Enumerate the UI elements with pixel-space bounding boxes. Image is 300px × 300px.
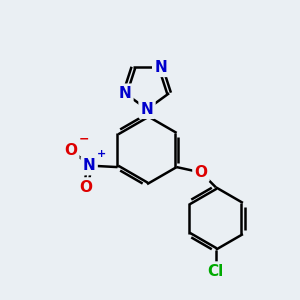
Text: O: O	[64, 142, 77, 158]
Text: Cl: Cl	[208, 264, 224, 279]
Text: +: +	[97, 149, 106, 159]
Text: −: −	[79, 133, 90, 146]
Text: O: O	[80, 179, 93, 194]
Text: O: O	[194, 165, 208, 180]
Text: N: N	[118, 86, 131, 101]
Text: N: N	[154, 60, 167, 75]
Text: N: N	[83, 158, 96, 173]
Text: N: N	[141, 102, 153, 117]
